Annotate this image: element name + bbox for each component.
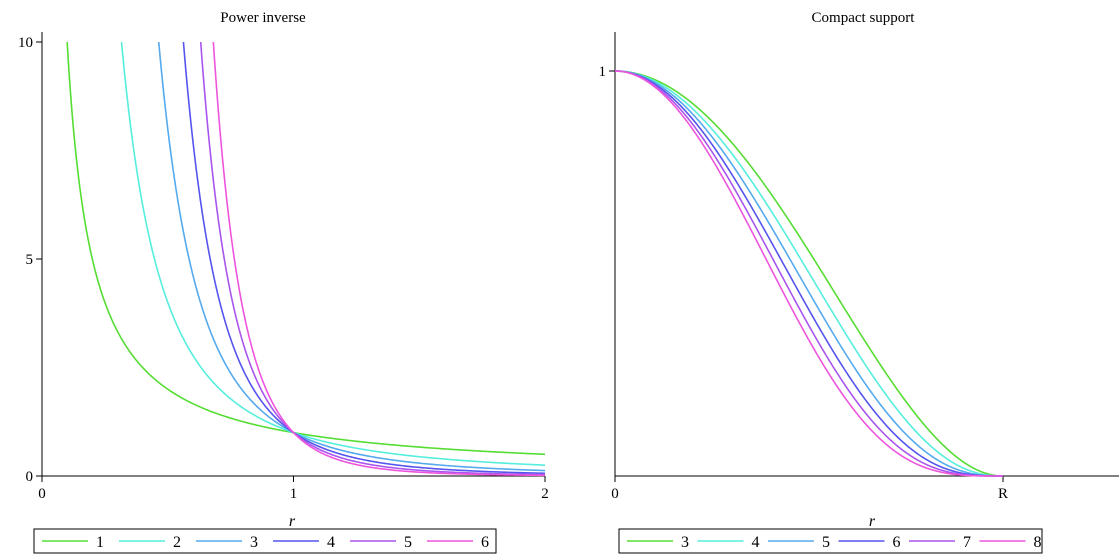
power-inverse-panel: Power inverse 0 1 2 0 5 10 r 1 2 3 4 5 6 bbox=[18, 10, 549, 554]
power-inverse-series-6-line bbox=[212, 41, 546, 477]
compact-support-legend-box bbox=[618, 528, 1043, 554]
compact-support-legend-label-4: 4 bbox=[752, 534, 760, 551]
power-inverse-series-1-line bbox=[66, 41, 546, 456]
power-inverse-series-2-line bbox=[120, 41, 546, 466]
compact-support-x-tick-label: 0 bbox=[611, 486, 619, 502]
power-inverse-legend-label-3: 3 bbox=[250, 534, 258, 551]
compact-support-y-tick-label: 1 bbox=[599, 64, 607, 80]
power-inverse-x-tick-label: 2 bbox=[541, 486, 549, 502]
power-inverse-legend: 1 2 3 4 5 6 bbox=[42, 534, 489, 551]
compact-support-title: Compact support bbox=[812, 10, 916, 26]
power-inverse-legend-label-4: 4 bbox=[327, 534, 335, 551]
compact-support-panel: Compact support 0 R 1 r 3 4 5 6 7 8 bbox=[599, 10, 1119, 554]
compact-support-series-7-line bbox=[614, 70, 1003, 477]
compact-support-ticks: 0 R 1 bbox=[599, 64, 1009, 502]
power-inverse-series-3-line bbox=[157, 41, 546, 472]
power-inverse-curves bbox=[66, 41, 546, 477]
compact-support-legend-label-7: 7 bbox=[963, 534, 971, 551]
power-inverse-title: Power inverse bbox=[220, 10, 306, 26]
power-inverse-ticks: 0 1 2 0 5 10 bbox=[18, 35, 549, 502]
power-inverse-legend-box bbox=[33, 528, 497, 554]
power-inverse-legend-label-1: 1 bbox=[96, 534, 104, 551]
compact-support-legend-label-8: 8 bbox=[1034, 534, 1042, 551]
power-inverse-series-4-line bbox=[182, 41, 546, 475]
power-inverse-y-tick-label: 10 bbox=[18, 35, 33, 51]
compact-support-legend: 3 4 5 6 7 8 bbox=[627, 534, 1042, 551]
compact-support-legend-label-6: 6 bbox=[893, 534, 901, 551]
compact-support-series-3-line bbox=[614, 70, 1004, 477]
power-inverse-y-tick-label: 0 bbox=[26, 469, 34, 485]
power-inverse-y-tick-label: 5 bbox=[26, 252, 34, 268]
power-inverse-legend-label-6: 6 bbox=[481, 534, 489, 551]
compact-support-curves bbox=[614, 70, 1004, 477]
power-inverse-series-5-line bbox=[199, 41, 546, 476]
power-inverse-x-label: r bbox=[289, 513, 296, 530]
compact-support-x-label: r bbox=[869, 513, 876, 530]
power-inverse-legend-label-2: 2 bbox=[173, 534, 181, 551]
compact-support-legend-label-3: 3 bbox=[681, 534, 689, 551]
power-inverse-x-tick-label: 1 bbox=[290, 486, 298, 502]
compact-support-x-tick-label: R bbox=[998, 486, 1008, 502]
compact-support-series-6-line bbox=[614, 70, 1003, 477]
compact-support-series-4-line bbox=[614, 70, 1003, 477]
compact-support-series-5-line bbox=[614, 70, 1003, 477]
power-inverse-x-tick-label: 0 bbox=[38, 486, 46, 502]
compact-support-series-8-line bbox=[614, 70, 1003, 477]
power-inverse-legend-label-5: 5 bbox=[404, 534, 412, 551]
compact-support-legend-label-5: 5 bbox=[822, 534, 830, 551]
